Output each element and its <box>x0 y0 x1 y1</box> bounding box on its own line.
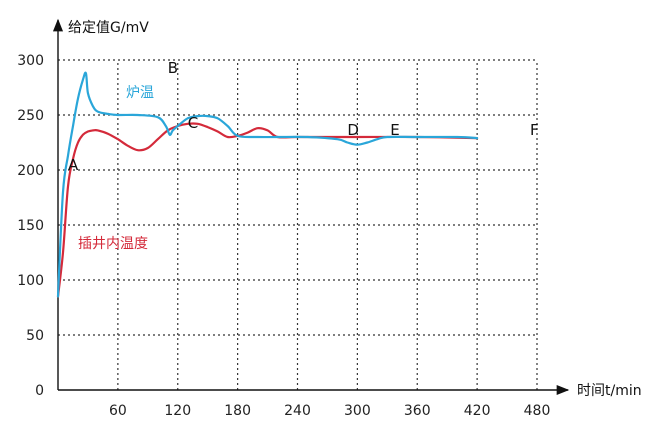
point-label-d: D <box>347 121 359 139</box>
y-tick-label-6: 300 <box>17 53 44 69</box>
point-labels: A B C D E F <box>68 59 539 174</box>
x-tick-label-7: 480 <box>524 403 551 419</box>
point-label-a: A <box>68 156 79 174</box>
x-axis-title: 时间t/min <box>577 383 642 399</box>
y-tick-label-5: 250 <box>17 108 44 124</box>
point-label-f: F <box>530 121 539 139</box>
series-line-1 <box>56 122 479 298</box>
series-label-well: 插井内温度 <box>78 236 148 252</box>
x-tick-label-3: 240 <box>284 403 311 419</box>
x-tick-label-5: 360 <box>404 403 431 419</box>
series-label-furnace: 炉温 <box>126 85 154 101</box>
y-tick-label-4: 200 <box>17 163 44 179</box>
series-labels: 炉温 插井内温度 <box>78 85 154 252</box>
series-lines <box>56 71 479 298</box>
x-tick-label-0: 60 <box>109 403 127 419</box>
x-tick-label-6: 420 <box>464 403 491 419</box>
series-line-0 <box>56 71 479 298</box>
axes: 给定值G/mV 时间t/min <box>52 18 642 399</box>
tick-labels: 60 120 180 240 300 360 420 480 0 50 100 150 200 250 30… <box>17 53 550 419</box>
point-label-c: C <box>188 114 198 132</box>
y-axis-title: 给定值G/mV <box>68 20 149 36</box>
point-label-e: E <box>390 121 399 139</box>
point-label-b: B <box>168 59 178 77</box>
y-tick-label-0: 0 <box>35 383 44 399</box>
x-tick-label-2: 180 <box>224 403 251 419</box>
y-tick-label-2: 100 <box>17 273 44 289</box>
x-tick-label-1: 120 <box>164 403 191 419</box>
y-tick-label-3: 150 <box>17 218 44 234</box>
x-tick-label-4: 300 <box>344 403 371 419</box>
y-tick-label-1: 50 <box>26 328 44 344</box>
grid <box>58 59 538 390</box>
